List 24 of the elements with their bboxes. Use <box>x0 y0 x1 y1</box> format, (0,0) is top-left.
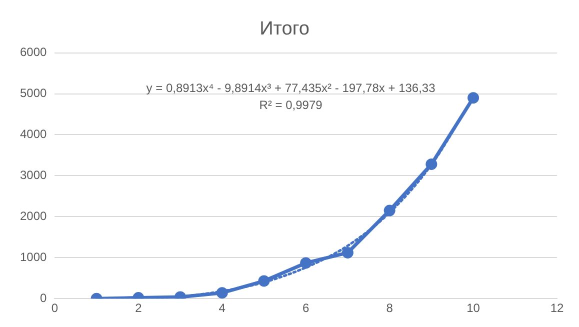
x-tick-label: 10 <box>466 301 480 316</box>
point <box>426 158 438 170</box>
point <box>300 257 312 269</box>
y-tick-label: 2000 <box>20 208 48 223</box>
x-tick-label: 4 <box>218 301 226 316</box>
x-tick-label: 12 <box>550 301 564 316</box>
point <box>468 92 480 104</box>
annotation: y = 0,8913x⁴ - 9,8914x³ + 77,435x² - 197,78x + 136,33 <box>146 81 436 96</box>
x-tick-label: 0 <box>51 301 58 316</box>
point <box>258 275 270 287</box>
x-tick-label: 6 <box>302 301 310 316</box>
x-tick-label: 2 <box>135 301 142 316</box>
y-tick-label: 5000 <box>20 86 48 100</box>
point <box>342 246 354 258</box>
y-tick-label: 0 <box>40 290 48 305</box>
y-tick-label: 1000 <box>20 250 48 264</box>
y-tick-label: 6000 <box>20 45 48 60</box>
chart-title: Итого <box>260 18 310 40</box>
point <box>216 287 228 299</box>
y-tick-label: 3000 <box>20 168 48 182</box>
x-tick-label: 8 <box>386 301 394 316</box>
annotation: R² = 0,9979 <box>259 98 323 112</box>
y-tick-label: 4000 <box>20 127 48 142</box>
point <box>384 204 396 216</box>
